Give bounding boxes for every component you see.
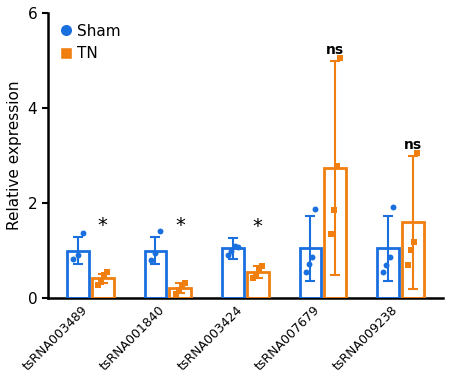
Point [256, 267, 263, 273]
Bar [247, 272, 269, 298]
Point [181, 280, 189, 286]
Point [172, 291, 179, 297]
Bar [402, 222, 423, 298]
Point [308, 253, 315, 260]
Point [234, 244, 241, 250]
Point [98, 279, 105, 285]
Text: ns: ns [404, 138, 422, 152]
Bar [377, 249, 399, 298]
Text: *: * [253, 217, 263, 236]
Bar [92, 279, 113, 298]
Point [327, 231, 334, 237]
Point [252, 272, 260, 278]
Point [336, 55, 343, 61]
Point [408, 247, 415, 253]
Point [389, 204, 396, 210]
Point [70, 256, 77, 263]
Point [333, 163, 341, 169]
Bar [324, 168, 346, 298]
Legend: Sham, TN: Sham, TN [55, 18, 126, 68]
Bar [67, 251, 89, 298]
Text: ns: ns [326, 43, 344, 57]
Point [405, 262, 412, 268]
Point [101, 272, 108, 278]
Point [94, 282, 102, 288]
Bar [144, 251, 166, 298]
Bar [300, 249, 321, 298]
Bar [222, 249, 244, 298]
Point [225, 252, 232, 258]
Point [383, 262, 390, 268]
Point [178, 282, 185, 288]
Point [74, 252, 81, 258]
Point [311, 206, 319, 212]
Point [259, 263, 266, 269]
Point [79, 230, 86, 236]
Point [157, 228, 164, 234]
Y-axis label: Relative expression: Relative expression [7, 81, 22, 230]
Point [306, 261, 313, 267]
Point [386, 253, 393, 260]
Point [175, 287, 182, 293]
Text: *: * [98, 216, 108, 235]
Point [104, 269, 111, 275]
Point [147, 257, 154, 263]
Point [330, 207, 338, 214]
Point [152, 250, 159, 256]
Bar [169, 288, 191, 298]
Point [302, 269, 310, 275]
Point [231, 243, 238, 249]
Point [380, 269, 387, 275]
Point [228, 248, 235, 254]
Point [411, 239, 418, 245]
Text: *: * [176, 216, 185, 235]
Point [249, 276, 256, 282]
Point [414, 150, 421, 156]
